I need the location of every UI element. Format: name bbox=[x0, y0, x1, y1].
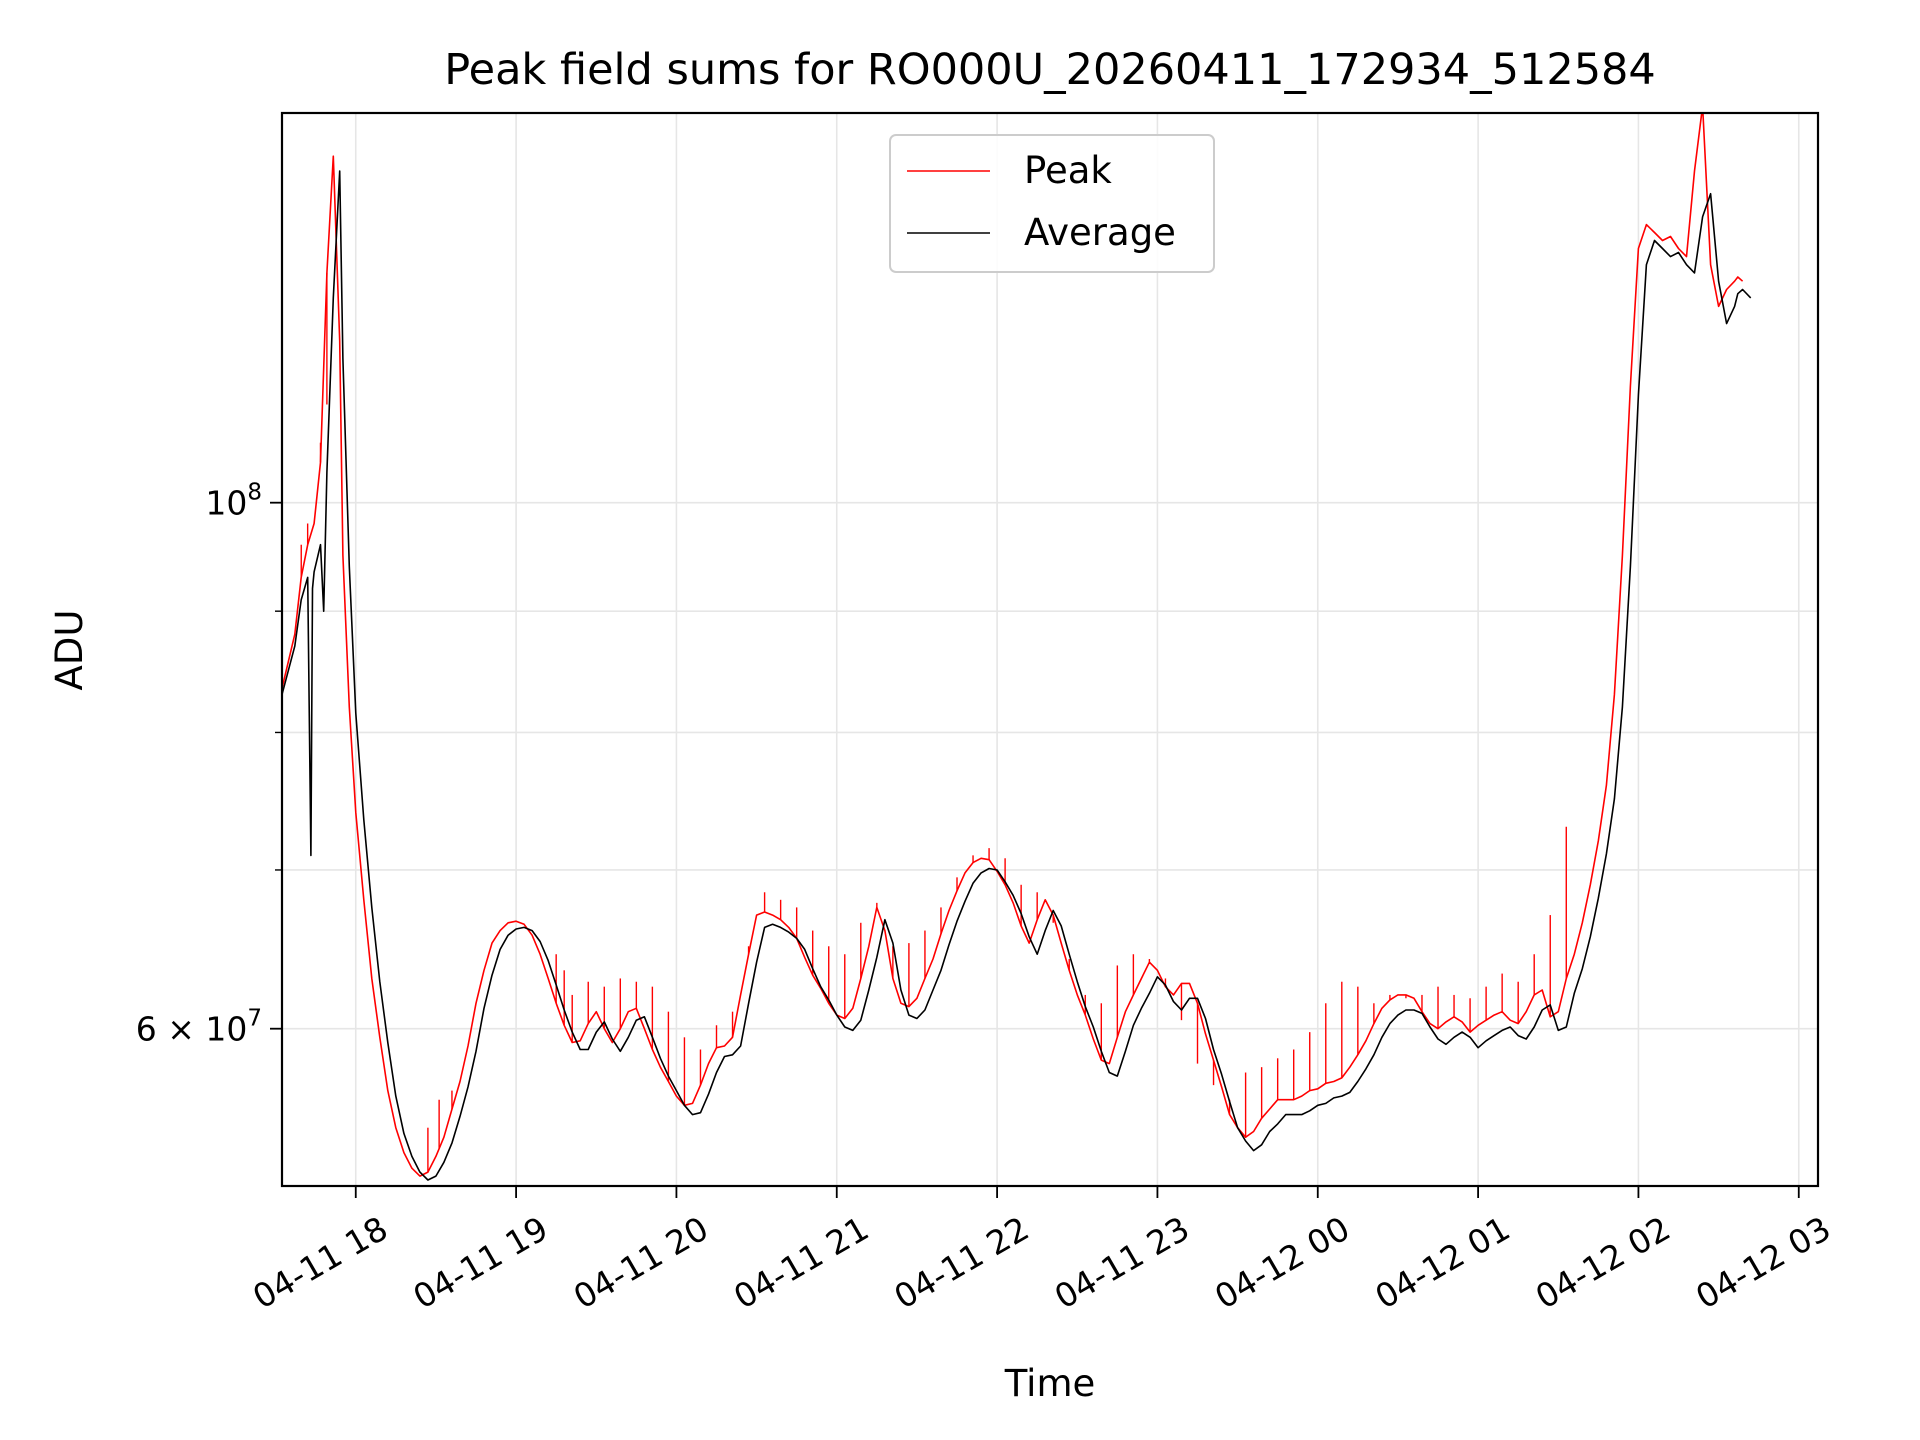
chart-title: Peak field sums for RO000U_20260411_1729… bbox=[444, 45, 1656, 95]
legend: Peak Average bbox=[889, 134, 1215, 273]
y-tick-label: 108 bbox=[205, 480, 262, 523]
legend-average-label: Average bbox=[1024, 211, 1176, 254]
grid bbox=[282, 113, 1818, 1186]
legend-box bbox=[889, 134, 1215, 273]
legend-peak-label: Peak bbox=[1024, 149, 1112, 192]
plot-area bbox=[282, 113, 1752, 1181]
average-series-line bbox=[282, 170, 1752, 1181]
x-axis-label: Time bbox=[1004, 1362, 1096, 1405]
y-tick-exponent: 7 bbox=[247, 1006, 262, 1032]
y-tick-label: 6 × 107 bbox=[136, 1006, 262, 1049]
y-axis-label: ADU bbox=[48, 610, 91, 691]
y-tick-base: 10 bbox=[205, 484, 247, 523]
peak-series-line bbox=[282, 113, 1744, 1177]
y-tick-base: 6 × 10 bbox=[136, 1010, 248, 1049]
plot-frame bbox=[280, 111, 1820, 1188]
y-tick-exponent: 8 bbox=[247, 480, 262, 506]
